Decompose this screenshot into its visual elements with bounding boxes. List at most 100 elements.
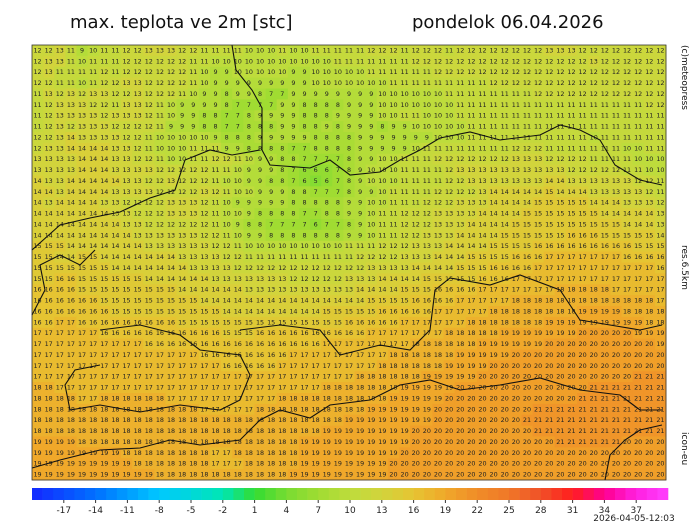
grid-value: 20: [434, 427, 442, 435]
grid-cell: [432, 121, 444, 133]
grid-cell: [243, 284, 255, 296]
grid-cell: [521, 66, 533, 79]
grid-value: 16: [378, 318, 386, 326]
grid-cell: [221, 273, 233, 285]
grid-value: 17: [134, 373, 142, 381]
grid-cell: [399, 436, 411, 448]
grid-cell: [254, 142, 266, 155]
grid-value: 11: [545, 112, 553, 120]
grid-cell: [410, 132, 422, 144]
grid-cell: [143, 284, 155, 296]
grid-cell: [632, 99, 645, 111]
grid-value: 10: [412, 101, 420, 109]
grid-cell: [599, 251, 611, 263]
grid-cell: [332, 153, 344, 166]
colorbar-segment: [286, 488, 298, 500]
grid-value: 17: [300, 351, 308, 359]
grid-value: 12: [145, 90, 153, 98]
grid-value: 11: [389, 79, 397, 87]
grid-cell: [632, 88, 645, 100]
grid-value: 11: [412, 177, 420, 185]
grid-cell: [443, 414, 456, 427]
grid-value: 17: [156, 384, 164, 392]
grid-cell: [276, 208, 289, 220]
grid-value: 18: [256, 460, 264, 468]
grid-cell: [554, 273, 567, 285]
grid-value: 13: [122, 112, 130, 120]
grid-value: 10: [245, 155, 253, 163]
grid-cell: [599, 306, 611, 318]
grid-cell: [32, 371, 44, 383]
grid-value: 12: [200, 199, 208, 207]
grid-cell: [499, 371, 511, 383]
grid-value: 17: [512, 286, 520, 294]
grid-value: 11: [567, 144, 575, 152]
grid-cell: [654, 436, 667, 448]
grid-cell: [476, 197, 489, 209]
grid-cell: [532, 99, 545, 111]
grid-cell: [499, 45, 511, 57]
grid-value: 14: [512, 210, 520, 218]
grid-cell: [32, 66, 44, 79]
grid-cell: [287, 77, 300, 89]
grid-cell: [376, 66, 389, 79]
grid-value: 12: [579, 166, 587, 174]
grid-cell: [221, 77, 233, 89]
grid-value: 18: [356, 373, 364, 381]
grid-cell: [510, 208, 522, 220]
grid-value: 11: [33, 123, 41, 131]
grid-value: 11: [467, 79, 475, 87]
grid-value: 15: [78, 264, 86, 272]
grid-value: 16: [356, 329, 364, 337]
grid-value: 13: [256, 275, 264, 283]
grid-cell: [621, 306, 634, 318]
grid-cell: [221, 338, 233, 350]
grid-value: 17: [300, 362, 308, 370]
grid-cell: [588, 469, 600, 481]
grid-value: 9: [325, 90, 329, 98]
grid-value: 14: [78, 220, 86, 228]
grid-value: 18: [134, 438, 142, 446]
grid-value: 14: [478, 210, 486, 218]
grid-value: 19: [334, 427, 342, 435]
grid-cell: [376, 45, 389, 57]
grid-value: 7: [302, 155, 306, 163]
grid-cell: [265, 382, 278, 394]
grid-value: 18: [89, 427, 97, 435]
grid-cell: [621, 316, 634, 329]
grid-cell: [499, 360, 511, 372]
grid-cell: [387, 132, 400, 144]
grid-cell: [554, 262, 567, 274]
grid-value: 19: [456, 362, 464, 370]
grid-cell: [298, 219, 311, 231]
grid-value: 9: [369, 112, 373, 120]
grid-cell: [343, 458, 355, 470]
grid-cell: [443, 164, 456, 176]
grid-cell: [321, 77, 333, 89]
grid-cell: [254, 262, 266, 274]
grid-cell: [321, 327, 333, 340]
grid-value: 9: [280, 112, 284, 120]
grid-value: 17: [56, 362, 64, 370]
grid-cell: [276, 240, 289, 253]
grid-cell: [32, 99, 44, 111]
grid-value: 10: [367, 199, 375, 207]
colorbar-tick-label: 10: [344, 506, 356, 516]
grid-value: 13: [567, 46, 575, 54]
grid-cell: [476, 45, 489, 57]
grid-cell: [521, 349, 533, 361]
colorbar-segment: [413, 488, 425, 500]
grid-cell: [132, 458, 144, 470]
grid-value: 20: [645, 449, 653, 457]
grid-value: 16: [134, 318, 142, 326]
grid-cell: [65, 45, 77, 57]
grid-cell: [443, 175, 456, 187]
grid-value: 19: [478, 340, 486, 348]
grid-value: 10: [178, 133, 186, 141]
grid-cell: [187, 229, 200, 242]
grid-value: 18: [56, 416, 64, 424]
grid-value: 13: [156, 242, 164, 250]
grid-value: 11: [156, 112, 164, 120]
grid-cell: [565, 186, 578, 198]
colorbar-segment: [42, 488, 54, 500]
